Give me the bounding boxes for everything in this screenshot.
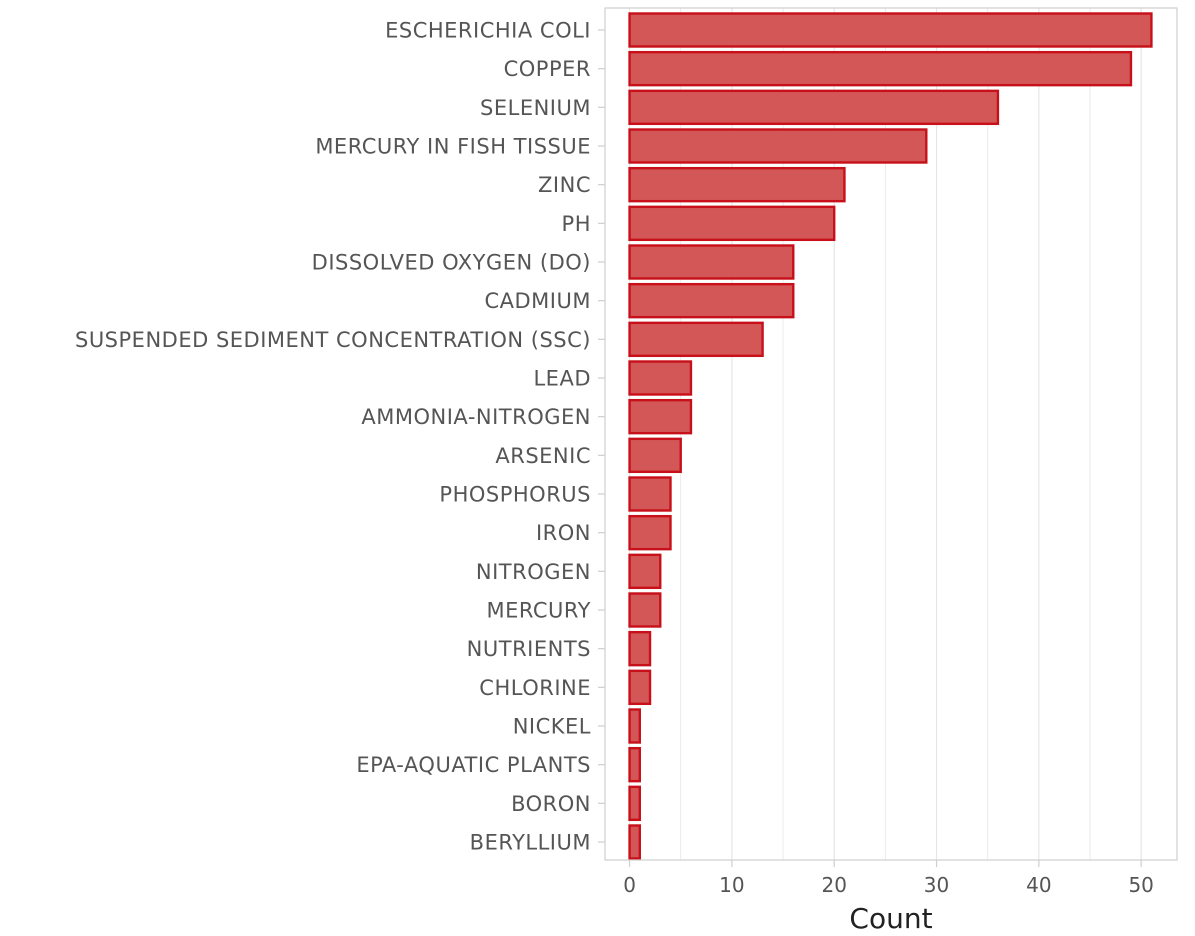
x-tick-label-3: 30 [924,873,949,897]
x-tick-label-4: 40 [1026,873,1051,897]
category-label-17: CHLORINE [479,676,591,700]
category-label-18: NICKEL [513,715,591,739]
x-tick-label-2: 20 [821,873,846,897]
bar-21 [628,824,641,860]
bar-16 [628,630,652,667]
category-label-10: AMMONIA-NITROGEN [361,405,591,429]
category-label-2: SELENIUM [480,96,591,120]
bar-17 [628,669,652,706]
category-label-3: MERCURY IN FISH TISSUE [315,135,591,159]
bar-20 [628,785,641,822]
bar-14 [628,553,662,590]
bar-10 [628,398,693,435]
category-label-4: ZINC [538,173,591,197]
bar-11 [628,437,682,474]
bar-15 [628,592,662,628]
category-label-19: EPA-AQUATIC PLANTS [356,753,591,777]
bar-8 [628,321,764,358]
category-label-7: CADMIUM [484,289,591,313]
x-tick-label-0: 0 [623,873,636,897]
bars [628,12,1153,860]
bar-13 [628,514,672,551]
category-label-13: IRON [536,521,591,545]
category-label-0: ESCHERICHIA COLI [385,19,591,43]
bar-5 [628,205,836,242]
category-label-6: DISSOLVED OXYGEN (DO) [312,251,591,275]
category-label-20: BORON [511,792,591,816]
bar-3 [628,128,928,164]
bar-18 [628,708,641,744]
x-axis-ticks: 0 10 20 30 40 50 [623,860,1154,897]
y-axis-ticks: ESCHERICHIA COLI COPPER SELENIUM MERCURY IN… [75,19,605,855]
bar-2 [628,89,1000,126]
bar-0 [628,12,1153,48]
category-label-8: SUSPENDED SEDIMENT CONCENTRATION (SSC) [75,328,591,352]
bar-12 [628,476,672,512]
bar-19 [628,746,641,783]
category-label-9: LEAD [533,367,591,391]
bar-7 [628,282,795,319]
bar-6 [628,244,795,280]
category-label-14: NITROGEN [476,560,591,584]
x-tick-label-5: 50 [1128,873,1153,897]
x-tick-label-1: 10 [719,873,744,897]
bar-4 [628,166,846,203]
category-label-11: ARSENIC [495,444,591,468]
category-label-21: BERYLLIUM [470,831,591,855]
bar-1 [628,50,1133,87]
category-label-12: PHOSPHORUS [439,483,591,507]
category-label-1: COPPER [504,57,591,81]
category-label-16: NUTRIENTS [467,637,591,661]
category-label-5: PH [562,212,591,236]
bar-9 [628,360,693,396]
x-axis-title: Count [849,902,932,935]
category-label-15: MERCURY [486,599,591,623]
plot-frame [604,7,1178,861]
